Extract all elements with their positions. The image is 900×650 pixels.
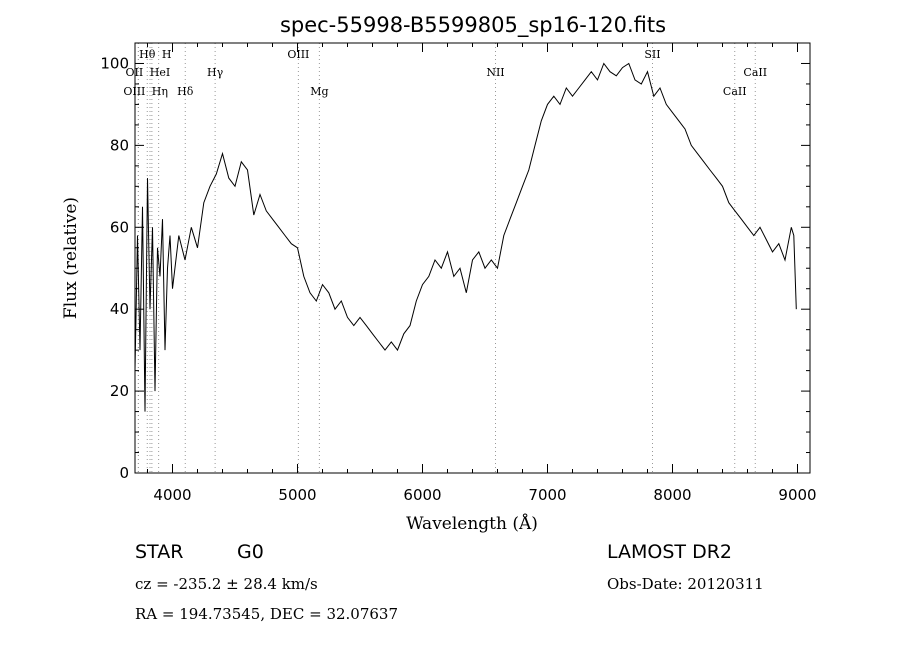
line-label: HeI bbox=[150, 66, 170, 79]
x-tick-label: 8000 bbox=[653, 486, 691, 504]
spectral-line-labels: Hθ H OII HeI OIII Hη Hγ Hδ OIII Mg NII SII CaII CaII bbox=[123, 48, 767, 98]
y-tick-label: 0 bbox=[119, 464, 129, 482]
line-label: Hη bbox=[152, 85, 168, 98]
y-axis-label: Flux (relative) bbox=[61, 197, 81, 319]
object-class: STAR bbox=[135, 541, 184, 563]
survey-name: LAMOST DR2 bbox=[607, 541, 732, 563]
spectrum-series-line bbox=[134, 62, 797, 412]
line-label: H bbox=[162, 48, 172, 61]
x-axis-label: Wavelength (Å) bbox=[406, 513, 538, 534]
y-tick-label: 80 bbox=[110, 136, 129, 154]
spectral-line-markers bbox=[137, 43, 756, 473]
y-tick-label: 60 bbox=[110, 218, 129, 236]
plot-frame bbox=[134, 42, 811, 474]
chart-title: spec-55998-B5599805_sp16-120.fits bbox=[280, 13, 666, 38]
x-tick-label: 5000 bbox=[278, 486, 316, 504]
x-tick-label: 4000 bbox=[153, 486, 191, 504]
line-label: OII bbox=[126, 66, 144, 79]
redshift-velocity: cz = -235.2 ± 28.4 km/s bbox=[135, 575, 318, 593]
line-label: SII bbox=[644, 48, 660, 61]
line-label: CaII bbox=[743, 66, 767, 79]
line-label: Hδ bbox=[177, 85, 194, 98]
line-label: Mg bbox=[310, 85, 328, 98]
line-label: NII bbox=[486, 66, 504, 79]
x-tick-label: 9000 bbox=[778, 486, 816, 504]
y-axis-ticks: 0 20 40 60 80 100 bbox=[100, 54, 810, 482]
line-label: CaII bbox=[723, 85, 747, 98]
y-tick-label: 20 bbox=[110, 382, 129, 400]
line-label: OIII bbox=[287, 48, 309, 61]
line-label: Hθ bbox=[139, 48, 156, 61]
observation-date: Obs-Date: 20120311 bbox=[607, 575, 764, 593]
x-axis-ticks: 4000 5000 6000 7000 8000 9000 bbox=[147, 43, 817, 504]
y-tick-label: 100 bbox=[100, 54, 129, 72]
x-tick-label: 6000 bbox=[403, 486, 441, 504]
object-subclass: G0 bbox=[237, 541, 264, 563]
line-label: Hγ bbox=[207, 66, 224, 79]
y-tick-label: 40 bbox=[110, 300, 129, 318]
sky-coordinates: RA = 194.73545, DEC = 32.07637 bbox=[135, 605, 399, 623]
line-label: OIII bbox=[123, 85, 145, 98]
x-tick-label: 7000 bbox=[528, 486, 566, 504]
